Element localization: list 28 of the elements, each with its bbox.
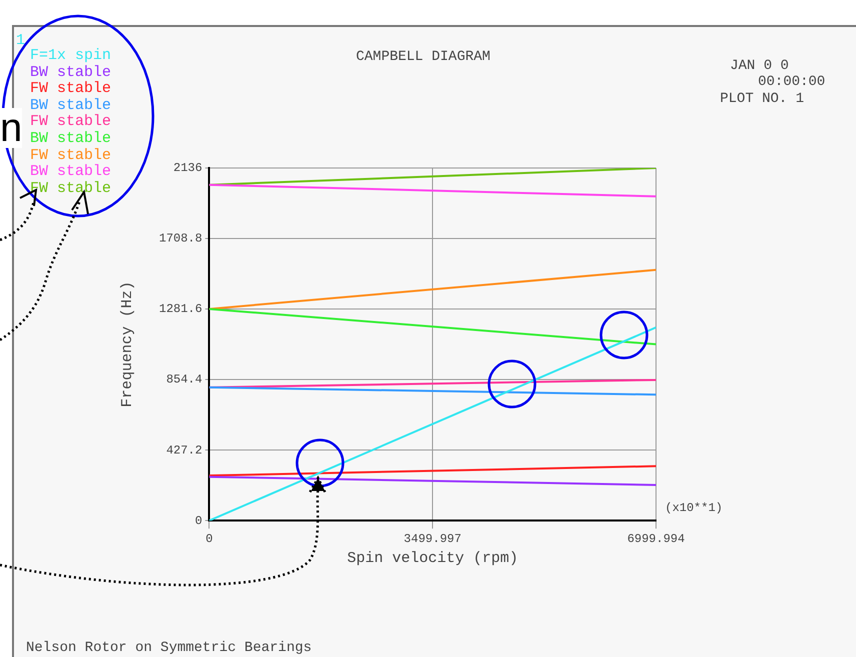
x-tick-label: 6999.994 [627,532,685,546]
x-axis-title: Spin velocity (rpm) [347,550,518,567]
y-tick-label: 2136 [173,161,202,176]
text: PLOT NO. 1 [720,91,804,107]
text: Nelson Rotor on Symmetric Bearings [26,640,312,656]
text: FW stable [30,146,112,164]
x-tick-label: 0 [206,532,213,546]
text: n [0,106,22,150]
y-tick-label: 1708.8 [158,232,202,246]
text: F=1x spin [30,47,112,65]
text: (x10**1) [665,501,723,515]
text: FW stable [30,113,112,131]
y-axis-title: Frequency (Hz) [118,281,136,408]
text: 00:00:00 [758,74,826,90]
text: BW stable [30,130,112,148]
text: FW stable [30,80,112,98]
text: JAN 0 0 [730,58,789,74]
chart-title: CAMPBELL DIAGRAM [356,49,490,65]
text: BW stable [30,96,112,114]
text: BW stable [30,163,112,181]
y-tick-label: 0 [195,514,202,528]
text: FW stable [30,180,112,198]
y-tick-label: 427.2 [166,443,202,458]
x-tick-label: 3499.997 [404,532,462,546]
text: BW stable [30,64,112,81]
text: 1 [16,32,26,49]
y-tick-label: 854.4 [166,372,202,387]
y-tick-label: 1281.6 [158,302,202,316]
